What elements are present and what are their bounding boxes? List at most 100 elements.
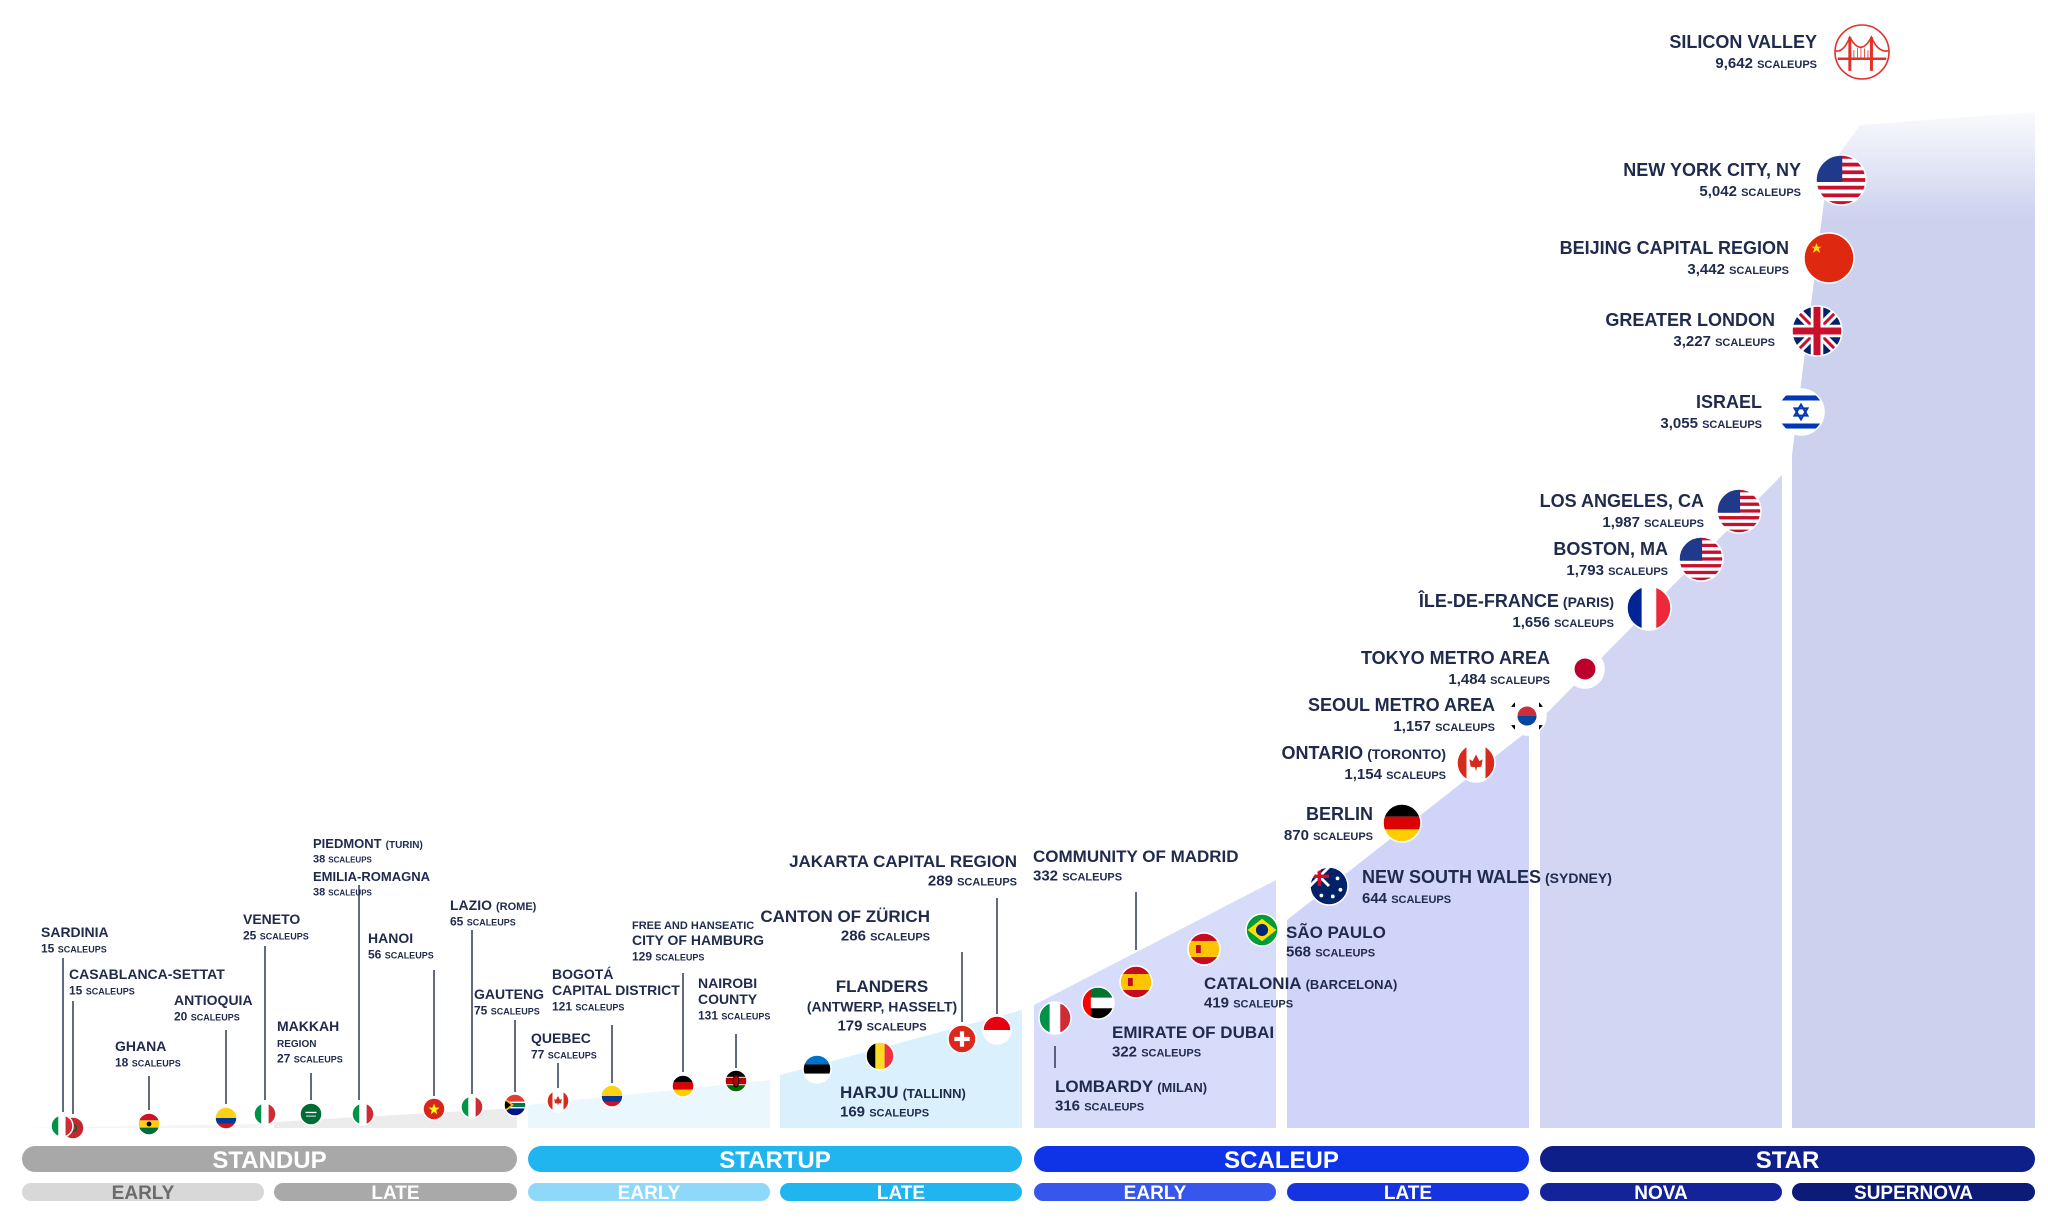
label-value-israel-4: 3,055 SCALEUPS	[1660, 415, 1762, 432]
label-name-emirate-of-dubai-16: EMIRATE OF DUBAI	[1112, 1023, 1274, 1042]
stage-area-3	[528, 1080, 770, 1128]
flag-ch-canton-of-zurich-19	[947, 1024, 977, 1054]
label-value-harju-21: 169 SCALEUPS	[840, 1104, 929, 1121]
label-name-ontario-10: ONTARIO (TORONTO)	[1282, 743, 1446, 763]
label-new-south-wales-12: NEW SOUTH WALES (SYDNEY) 644 SCALEUPS	[1362, 867, 1612, 907]
label-value-catalonia-14: 419 SCALEUPS	[1204, 995, 1293, 1012]
label-name-community-of-madrid-15: COMMUNITY OF MADRID	[1033, 847, 1239, 866]
flag-de-berlin-11	[1382, 803, 1422, 843]
label-seoul-metro-area-9: SEOUL METRO AREA 1,157 SCALEUPS	[1308, 695, 1495, 735]
label-name-lombardy-17: LOMBARDY (MILAN)	[1055, 1077, 1207, 1096]
label-name-tokyo-metro-area-8: TOKYO METRO AREA	[1361, 648, 1550, 668]
stage-bars: STANDUP EARLY LATE STARTUP EARLY LATE SCALEUP E…	[22, 1146, 2035, 1204]
label-piedmont-29: PIEDMONT (TURIN) 38 SCALEUPS	[313, 836, 423, 865]
sub-label-scaleup-early: EARLY	[1124, 1183, 1187, 1204]
label-value-new-south-wales-12: 644 SCALEUPS	[1362, 890, 1451, 907]
label-jakarta-capital-region-18: JAKARTA CAPITAL REGION 289 SCALEUPS	[789, 852, 1017, 890]
label-value-sao-paulo-13: 568 SCALEUPS	[1286, 944, 1375, 961]
label-name-boston-ma-6: BOSTON, MA	[1553, 539, 1668, 559]
flag-vn-hanoi-28	[422, 1097, 446, 1121]
flag-il-israel-4	[1777, 388, 1825, 436]
sub-bar-startup-late	[780, 1183, 1022, 1201]
label-name-new-south-wales-12: NEW SOUTH WALES (SYDNEY)	[1362, 867, 1612, 887]
label-value-greater-london-3: 3,227 SCALEUPS	[1673, 333, 1775, 350]
sub-bar-star-nova	[1540, 1183, 1782, 1201]
sub-bar-scaleup-early	[1034, 1183, 1276, 1201]
label-value-tokyo-metro-area-8: 1,484 SCALEUPS	[1448, 671, 1550, 688]
label-value-gauteng-26: 75 SCALEUPS	[474, 1003, 540, 1017]
label-name-ile-de-france-7: ÎLE-DE-FRANCE (PARIS)	[1418, 590, 1614, 611]
label-value-veneto-32: 25 SCALEUPS	[243, 928, 309, 942]
label-name-emilia-romagna-30: EMILIA-ROMAGNA	[313, 869, 431, 884]
flag-gh-ghana-34	[137, 1112, 161, 1136]
label-emilia-romagna-30: EMILIA-ROMAGNA 38 SCALEUPS	[313, 869, 431, 898]
flag-id-jakarta-capital-region-18	[982, 1015, 1012, 1045]
label-name-makkah-31: MAKKAH	[277, 1018, 339, 1034]
flag-it-sardinia-36	[50, 1114, 74, 1138]
label-catalonia-14: CATALONIA (BARCELONA) 419 SCALEUPS	[1204, 974, 1397, 1012]
flag-be-flanders-20	[865, 1041, 895, 1071]
flag-za-gauteng-26	[503, 1093, 527, 1117]
label-berlin-11: BERLIN 870 SCALEUPS	[1284, 804, 1373, 844]
label-leader-lines	[62, 885, 1137, 1114]
label-value-piedmont-29: 38 SCALEUPS	[313, 853, 373, 865]
label-name-ghana-34: GHANA	[115, 1038, 166, 1054]
label-value-sardinia-36: 15 SCALEUPS	[41, 941, 107, 955]
point-labels: SILICON VALLEY 9,642 SCALEUPS NEW YORK CIT…	[41, 32, 1817, 1121]
sub-bar-startup-early	[528, 1183, 770, 1201]
sub-bar-standup-late	[274, 1183, 517, 1201]
stage-area-6	[1287, 730, 1529, 1128]
label-israel-4: ISRAEL 3,055 SCALEUPS	[1660, 392, 1762, 432]
label-pre-city-of-hamburg-23: FREE AND HANSEATIC	[632, 920, 754, 932]
label-value-community-of-madrid-15: 332 SCALEUPS	[1033, 868, 1122, 885]
stage-background-areas	[22, 100, 2035, 1128]
label-name-bogota-24: BOGOTÁ	[552, 966, 613, 982]
label-greater-london-3: GREATER LONDON 3,227 SCALEUPS	[1605, 310, 1775, 350]
sub-label-star-nova: NOVA	[1634, 1183, 1688, 1204]
sub-bar-scaleup-late	[1287, 1183, 1529, 1201]
label-name-nairobi-22: NAIROBI	[698, 975, 757, 991]
stage-bar-scaleup	[1034, 1146, 1529, 1172]
stage-label-scaleup: SCALEUP	[1224, 1147, 1339, 1174]
sub-label-standup-late: LATE	[371, 1183, 419, 1204]
label-value-jakarta-capital-region-18: 289 SCALEUPS	[928, 873, 1017, 890]
label-value-new-york-city-ny-1: 5,042 SCALEUPS	[1699, 183, 1801, 200]
label-value-ontario-10: 1,154 SCALEUPS	[1344, 766, 1446, 783]
flag-es-community-of-madrid-15	[1119, 965, 1153, 999]
label-name-harju-21: HARJU (TALLINN)	[840, 1083, 966, 1102]
label-name-israel-4: ISRAEL	[1696, 392, 1762, 412]
label-value-quebec-25: 77 SCALEUPS	[531, 1047, 597, 1061]
label-name-veneto-32: VENETO	[243, 911, 300, 927]
flag-it-lazio-27	[460, 1095, 484, 1119]
sub-label-standup-early: EARLY	[112, 1183, 175, 1204]
flag-ca-quebec-25	[546, 1089, 570, 1113]
flag-br-sao-paulo-13	[1245, 913, 1279, 947]
sub-label-star-supernova: SUPERNOVA	[1854, 1183, 1973, 1204]
label-ontario-10: ONTARIO (TORONTO) 1,154 SCALEUPS	[1282, 743, 1446, 783]
flag-es-catalonia-14	[1187, 932, 1221, 966]
stage-bar-star	[1540, 1146, 2035, 1172]
label-name-new-york-city-ny-1: NEW YORK CITY, NY	[1623, 160, 1801, 180]
label-value-flanders-20: 179 SCALEUPS	[837, 1017, 926, 1034]
stage-label-standup: STANDUP	[212, 1147, 326, 1174]
label-canton-of-zurich-19: CANTON OF ZÜRICH 286 SCALEUPS	[760, 907, 930, 945]
label-name2-makkah-31: REGION	[277, 1039, 316, 1050]
stage-area-8	[1792, 112, 2035, 1128]
label-value-emirate-of-dubai-16: 322 SCALEUPS	[1112, 1044, 1201, 1061]
label-value-silicon-valley-0: 9,642 SCALEUPS	[1715, 55, 1817, 72]
label-name2-bogota-24: CAPITAL DISTRICT	[552, 982, 680, 998]
label-new-york-city-ny-1: NEW YORK CITY, NY 5,042 SCALEUPS	[1623, 160, 1801, 200]
flag-au-new-south-wales-12	[1309, 866, 1349, 906]
label-name-piedmont-29: PIEDMONT (TURIN)	[313, 836, 423, 851]
flag-jp-tokyo-metro-area-8	[1565, 649, 1605, 689]
stage-bar-startup	[528, 1146, 1022, 1172]
label-value-makkah-31: 27 SCALEUPS	[277, 1052, 343, 1066]
label-harju-21: HARJU (TALLINN) 169 SCALEUPS	[840, 1083, 966, 1121]
flag-markers	[50, 24, 1890, 1140]
label-value-ile-de-france-7: 1,656 SCALEUPS	[1512, 614, 1614, 631]
